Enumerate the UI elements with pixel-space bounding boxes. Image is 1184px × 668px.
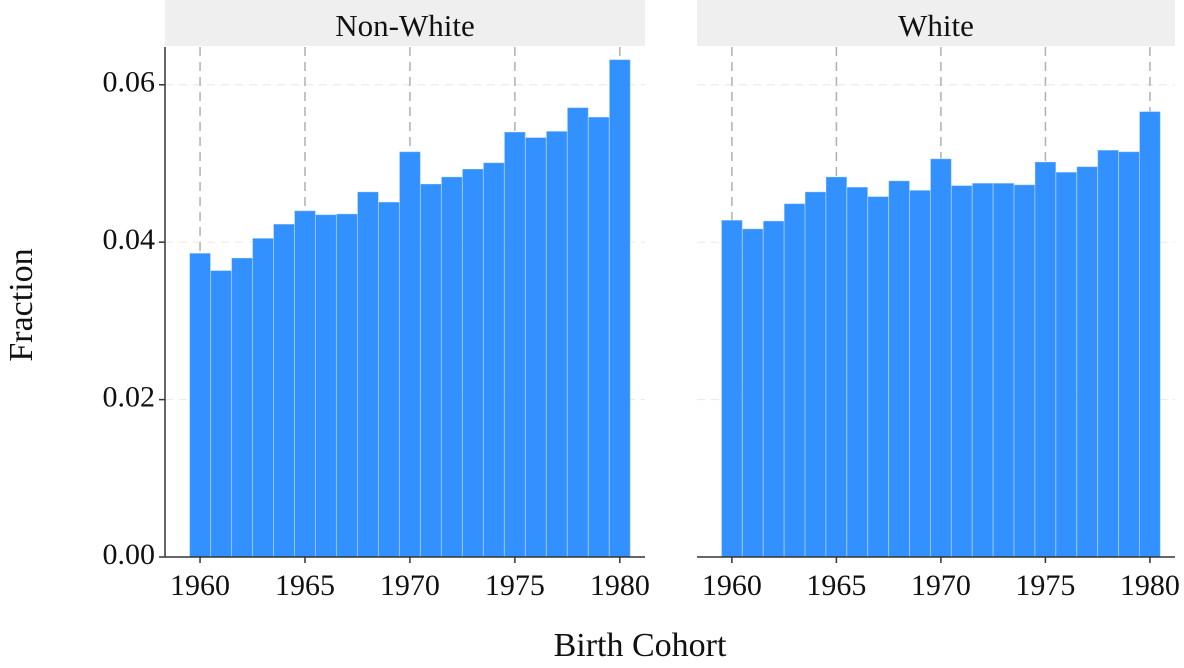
bar [1076, 166, 1099, 558]
bar [293, 210, 316, 558]
facet-title: White [898, 8, 974, 43]
y-tick-label: 0.04 [103, 223, 156, 256]
bar [1118, 151, 1140, 558]
bar [929, 158, 952, 558]
bar [783, 203, 806, 558]
bar [189, 252, 212, 558]
bar [909, 189, 931, 558]
bar [503, 131, 526, 558]
bar [992, 182, 1015, 558]
bar [846, 186, 869, 558]
bar [1138, 111, 1161, 558]
bar [398, 151, 421, 558]
x-tick-label: 1975 [1015, 569, 1075, 602]
bar [377, 201, 400, 558]
y-tick-label: 0.00 [103, 538, 156, 571]
bar [1013, 184, 1036, 558]
y-tick-label: 0.06 [103, 66, 156, 99]
y-axis-label: Fraction [3, 248, 40, 361]
bar [720, 219, 743, 558]
bar [1097, 149, 1120, 558]
bar [1055, 171, 1078, 558]
bar [971, 182, 994, 558]
bar [231, 257, 254, 558]
x-tick-label: 1980 [590, 569, 650, 602]
bar [1034, 161, 1057, 558]
bar [867, 196, 890, 558]
x-tick-label: 1975 [485, 569, 545, 602]
bar [419, 183, 442, 558]
facet-strip [697, 0, 1175, 46]
bar [335, 213, 358, 558]
bar [888, 180, 911, 558]
bar [524, 137, 547, 558]
x-tick-label: 1980 [1120, 569, 1180, 602]
x-tick-label: 1960 [702, 569, 762, 602]
bar [825, 176, 848, 558]
x-tick-label: 1965 [806, 569, 866, 602]
bar [545, 130, 568, 558]
bar [804, 191, 827, 558]
bar [252, 237, 275, 558]
facet-title: Non-White [335, 8, 474, 43]
bar [608, 59, 631, 558]
x-tick-label: 1965 [275, 569, 335, 602]
bar [461, 168, 484, 558]
bar [440, 176, 463, 558]
x-tick-label: 1970 [911, 569, 971, 602]
x-axis-label: Birth Cohort [554, 627, 727, 664]
bar [210, 270, 233, 558]
bar [741, 228, 764, 558]
bar [356, 191, 379, 558]
bar [273, 223, 295, 558]
bar [587, 116, 610, 558]
bar [762, 220, 785, 558]
facet-strip [165, 0, 645, 46]
x-tick-label: 1960 [170, 569, 230, 602]
bar [314, 214, 337, 558]
bar [566, 107, 589, 558]
y-tick-label: 0.02 [103, 380, 156, 413]
bar [482, 162, 505, 558]
bar [950, 185, 973, 558]
x-tick-label: 1970 [380, 569, 440, 602]
